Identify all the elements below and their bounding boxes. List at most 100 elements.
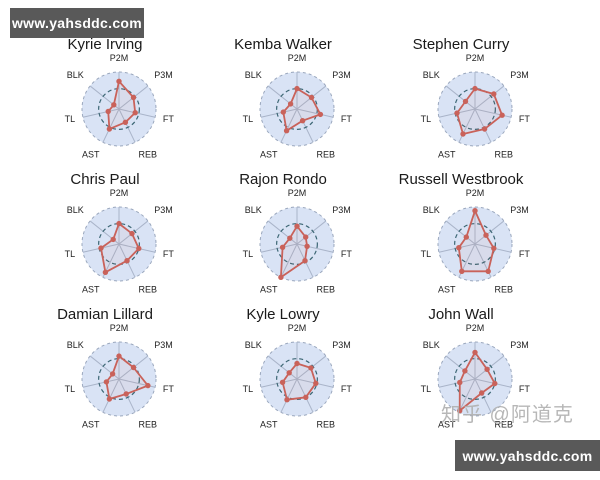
axis-label: P3M [332,205,351,215]
radar-chart: P2M P3M FT REB AST TL BLK [421,189,531,295]
radar-point [105,108,111,115]
player-title: Stephen Curry [412,36,510,53]
radar-point [109,371,116,377]
radar-point [460,131,466,137]
radar-spoke [82,108,120,118]
radar-spoke [280,243,298,278]
player-title: Rajon Rondo [239,171,327,188]
axis-label: AST [438,150,456,160]
radar-point [499,112,505,118]
axis-label: REB [317,420,336,430]
player-title: Kyrie Irving [67,36,143,53]
axis-label: P2M [288,189,307,198]
axis-label: REB [495,420,514,430]
radar-point [456,245,462,251]
radar-point [472,349,478,356]
axis-label: P2M [110,54,129,63]
axis-label: REB [495,285,514,295]
radar-point [284,397,290,403]
axis-label: TL [421,114,432,124]
radar-point [123,391,129,397]
radar-cell: Kemba Walker P2M P3M FT REB AST TL BLK [208,36,386,171]
player-title: Chris Paul [70,171,140,188]
radar-point [492,380,498,387]
watermark-bar-bottom-right: www.yahsddc.com [455,440,600,471]
radar-cell: Rajon Rondo P2M P3M FT REB AST TL BLK [208,171,386,306]
radar-point [110,236,116,243]
player-title: John Wall [428,306,494,323]
radar-spoke [260,243,298,253]
radar-spoke [458,108,476,143]
radar-cell: Kyle Lowry P2M P3M FT REB AST TL BLK [208,306,386,441]
radar-spoke [280,108,298,143]
axis-label: FT [341,249,352,259]
axis-label: REB [495,150,514,160]
axis-label: BLK [245,70,262,80]
radar-point [491,245,497,251]
axis-label: AST [82,285,100,295]
axis-label: FT [163,114,174,124]
radar-point [317,111,324,118]
radar-chart: P2M P3M FT REB AST TL BLK [243,189,353,295]
axis-label: P2M [110,189,129,198]
radar-spoke [296,220,327,245]
axis-label: P2M [466,189,485,198]
radar-spoke [296,243,334,253]
radar-point [130,94,137,101]
radar-point [129,230,135,237]
watermark-text: www.yahsddc.com [11,15,142,31]
axis-label: P3M [154,340,173,350]
radar-spoke [296,108,334,118]
radar-point [462,98,469,105]
radar-point [484,366,490,372]
radar-chart: P2M P3M FT REB AST TL BLK [243,324,353,430]
radar-point [122,119,129,126]
radar-spoke [267,220,298,245]
axis-label: FT [341,384,352,394]
axis-label: BLK [245,340,262,350]
radar-spoke [474,355,505,380]
radar-point [103,379,110,385]
radar-spoke [474,108,492,143]
axis-label: FT [163,249,174,259]
axis-label: REB [317,150,336,160]
axis-label: AST [82,420,100,430]
radar-cell: Chris Paul P2M P3M FT REB AST TL BLK [30,171,208,306]
radar-inner-ring [454,88,496,130]
watermark-bar-top-left: www.yahsddc.com [10,8,144,38]
radar-point [287,101,294,107]
radar-cell: Damian Lillard P2M P3M FT REB AST TL BLK [30,306,208,441]
axis-label: TL [65,114,76,124]
radar-point [302,258,308,264]
radar-inner-ring [276,223,318,265]
axis-label: TL [65,384,76,394]
axis-label: FT [519,384,530,394]
radar-spoke [260,108,298,118]
radar-inner-ring [276,358,318,400]
radar-point [132,110,138,116]
radar-point [279,244,286,250]
radar-spoke [474,85,505,110]
radar-spoke [474,220,505,245]
radar-point [463,234,469,240]
radar-point [116,78,122,84]
radar-point [280,109,286,115]
player-title: Kemba Walker [234,36,332,53]
radar-spoke [102,108,120,143]
radar-cell: Kyrie Irving P2M P3M FT REB AST TL BLK [30,36,208,171]
axis-label: P3M [332,70,351,80]
radar-cell: Stephen Curry P2M P3M FT REB AST TL BLK [386,36,564,171]
radar-spoke [260,378,298,388]
radar-point [308,365,314,371]
radar-cell: Russell Westbrook P2M P3M FT REB AST TL BLK [386,171,564,306]
axis-label: P3M [154,205,173,215]
radar-chart: P2M P3M FT REB AST TL BLK [65,324,175,430]
radar-spoke [438,378,476,388]
radar-chart: P2M P3M FT REB AST TL BLK [65,189,175,295]
radar-point [457,379,463,386]
radar-point [299,118,306,124]
axis-label: FT [341,114,352,124]
radar-point [462,368,468,374]
radar-point [472,85,478,92]
